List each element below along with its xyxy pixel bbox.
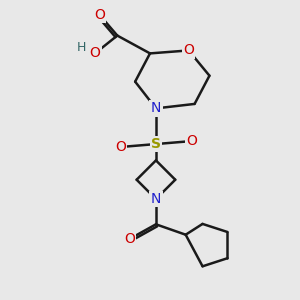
Text: S: S: [151, 137, 161, 151]
Text: O: O: [186, 134, 197, 148]
Text: H: H: [77, 41, 86, 54]
Text: O: O: [90, 46, 101, 60]
Text: N: N: [151, 192, 161, 206]
Text: O: O: [124, 232, 135, 246]
Text: O: O: [115, 140, 126, 154]
Text: O: O: [183, 44, 194, 57]
Text: O: O: [94, 8, 105, 22]
Text: N: N: [151, 101, 161, 116]
